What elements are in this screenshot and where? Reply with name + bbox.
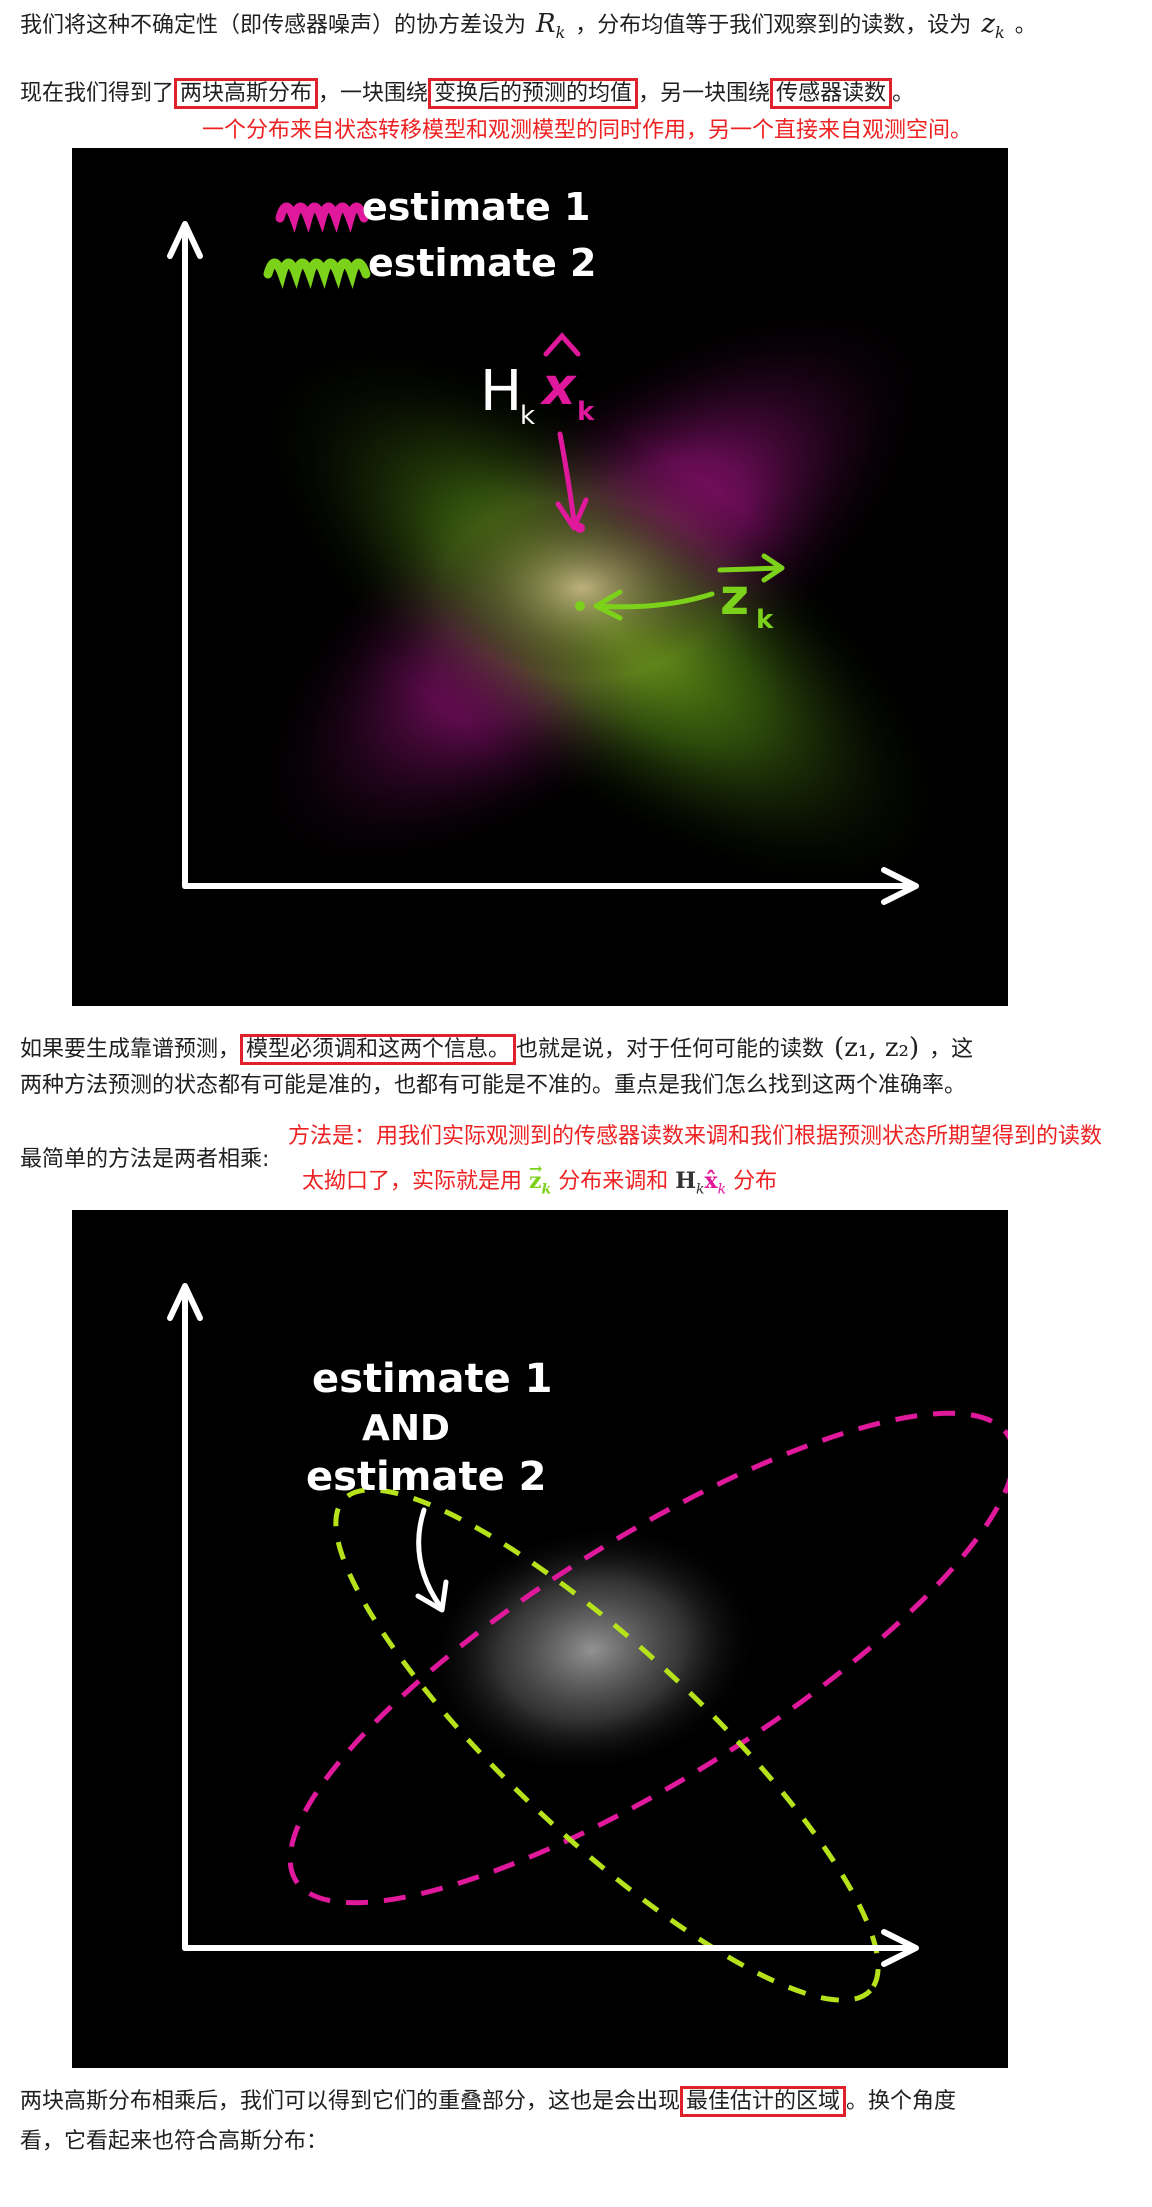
vector-arrow-line <box>717 565 783 573</box>
text-segment: 分布来调和 <box>558 1169 669 1194</box>
x-axis-arrowhead <box>881 1929 919 1967</box>
text-segment: 现在我们得到了 <box>20 81 175 106</box>
math-reading-pair: (z₁, z₂) <box>834 1033 920 1063</box>
label-z: z <box>720 568 749 626</box>
text-segment: ，一块围绕 <box>318 81 429 106</box>
text-segment: 。 <box>1014 13 1037 38</box>
figure-two-estimates: estimate 1 estimate 2 H k x k z k <box>72 148 1008 1006</box>
text-segment: 也就是说，对于任何可能的读数 <box>516 1037 825 1062</box>
caption-estimate-2: estimate 2 <box>306 1454 546 1500</box>
highlight-best-estimate-region: 最佳估计的区域 <box>680 2086 847 2117</box>
label-x-subscript: k <box>577 397 595 427</box>
figure-product-of-estimates: estimate 1 AND estimate 2 <box>72 1210 1008 2068</box>
paragraph-measurement-noise: 我们将这种不确定性（即传感器噪声）的协方差设为 Rk ，分布均值等于我们观察到的读数… <box>20 6 1037 51</box>
label-h-subscript: k <box>520 401 535 431</box>
label-h: H <box>480 359 522 424</box>
figure-product-canvas: estimate 1 AND estimate 2 <box>167 1283 1008 2003</box>
product-gaussian-blob <box>423 1523 761 1777</box>
legend-label-estimate-2: estimate 2 <box>368 241 596 285</box>
text-segment: 如果要生成靠谱预测， <box>20 1037 241 1062</box>
text-segment: ，分布均值等于我们观察到的读数，设为 <box>575 13 972 38</box>
text-segment: 。 <box>892 81 915 106</box>
math-z-k-vector: → zk <box>529 1159 552 1198</box>
text-segment: 分布 <box>733 1169 778 1194</box>
paragraph-reconcile: 如果要生成靠谱预测， 模型必须调和这两个信息。 也就是说，对于任何可能的读数 (z₁,… <box>20 1030 973 1068</box>
hat-symbol <box>543 332 581 357</box>
vector-arrow-head <box>761 553 785 583</box>
estimate-2-contour <box>333 1487 881 2003</box>
overlap-region <box>442 498 722 678</box>
math-r-k: Rk <box>536 9 566 43</box>
text-segment: 。换个角度 <box>846 2089 957 2114</box>
predicted-mean-point <box>575 523 585 533</box>
math-h-k: Hk <box>675 1168 705 1198</box>
annotation-note-3: 太拗口了，实际就是用 →zk 分布来调和 Hkx̂k 分布 <box>302 1159 778 1204</box>
y-axis-arrowhead <box>167 1283 203 1321</box>
caption-estimate-1: estimate 1 <box>312 1356 552 1402</box>
math-x-hat-k: x̂k <box>704 1168 727 1198</box>
legend-label-estimate-1: estimate 1 <box>362 185 590 229</box>
paragraph-multiply: 最简单的方法是两者相乘: <box>20 1147 270 1172</box>
arrow-head-magenta <box>555 497 589 531</box>
text-segment: ，另一块围绕 <box>638 81 771 106</box>
arrow-to-predicted-mean <box>557 431 577 525</box>
caption-arrow-head <box>415 1579 449 1613</box>
paragraph-two-gaussians: 现在我们得到了 两块高斯分布 ，一块围绕 变换后的预测的均值 ，另一块围绕 传感器读数。 <box>20 76 914 112</box>
text-segment: 两块高斯分布相乘后，我们可以得到它们的重叠部分，这也是会出现 <box>20 2089 681 2114</box>
highlight-transformed-mean: 变换后的预测的均值 <box>428 78 639 109</box>
annotation-note-2: 方法是：用我们实际观测到的传感器读数来调和我们根据预测状态所期望得到的读数 <box>288 1124 1103 1149</box>
x-axis-arrowhead <box>881 867 919 905</box>
text-segment: 我们将这种不确定性（即传感器噪声）的协方差设为 <box>20 13 527 38</box>
label-x: x <box>539 357 577 417</box>
math-z-k: zk <box>981 9 1005 43</box>
caption-and: AND <box>362 1408 450 1449</box>
figure-two-estimates-canvas: estimate 1 estimate 2 H k x k z k <box>167 185 957 905</box>
paragraph-overlap-line2: 看，它看起来也符合高斯分布： <box>20 2129 329 2154</box>
caption-arrow <box>416 1507 443 1609</box>
annotation-note-1: 一个分布来自状态转移模型和观测模型的同时作用，另一个直接来自观测空间。 <box>202 118 973 143</box>
legend-swatch-magenta <box>275 202 369 233</box>
arrow-head-green <box>593 589 623 621</box>
label-z-subscript: k <box>756 605 774 635</box>
highlight-sensor-reading: 传感器读数 <box>770 78 893 109</box>
legend-swatch-green <box>263 258 371 289</box>
y-axis-arrowhead <box>167 221 203 259</box>
highlight-reconcile-info: 模型必须调和这两个信息。 <box>240 1034 517 1065</box>
paragraph-reconcile-line2: 两种方法预测的状态都有可能是准的，也都有可能是不准的。重点是我们怎么找到这两个准… <box>20 1073 967 1098</box>
sensor-reading-point <box>575 601 585 611</box>
arrow-to-sensor-reading <box>595 591 715 610</box>
text-segment: ，这 <box>929 1037 974 1062</box>
paragraph-overlap: 两块高斯分布相乘后，我们可以得到它们的重叠部分，这也是会出现 最佳估计的区域 。换个… <box>20 2084 956 2120</box>
estimate-1-contour <box>287 1410 1008 1906</box>
highlight-two-gaussians: 两块高斯分布 <box>174 78 319 109</box>
text-segment: 太拗口了，实际就是用 <box>302 1169 523 1194</box>
